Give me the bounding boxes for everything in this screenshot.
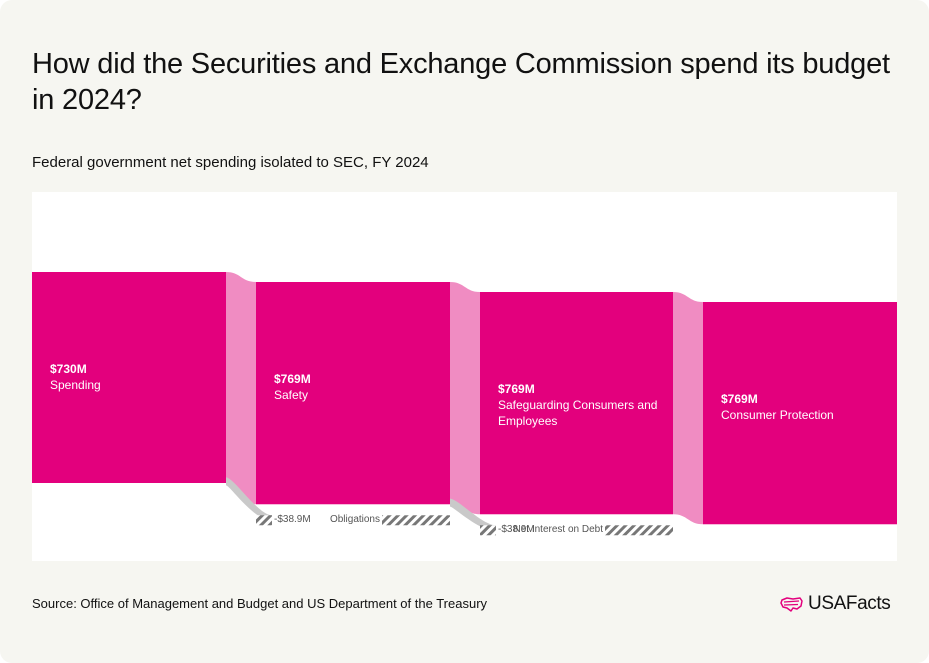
loss-link-1 <box>226 477 272 521</box>
node-name: Safety <box>274 388 309 402</box>
node-name: Safeguarding Consumers and Employees <box>498 398 658 428</box>
loss-marker-left-1 <box>256 515 272 526</box>
sankey-plot: -$38.9M Obligations -$38.9M Net Interest on… <box>32 192 897 561</box>
node-label: $769M Consumer Protection <box>721 391 885 423</box>
source-note: Source: Office of Management and Budget … <box>32 596 488 611</box>
loss-value-label: -$38.9M <box>274 514 311 526</box>
sankey-svg <box>32 272 897 536</box>
loss-value-label: -$38.9M <box>498 524 535 536</box>
sankey-node-consumer-protection <box>703 302 897 525</box>
sankey-link-2 <box>450 282 480 515</box>
sankey-link-3 <box>673 292 703 525</box>
loss-marker-left-2 <box>480 525 496 536</box>
loss-name-label: Net Interest on Debt <box>513 524 604 536</box>
us-flag-map-icon <box>780 597 803 612</box>
node-value: $730M <box>50 362 87 376</box>
sankey-node-safety <box>256 282 450 505</box>
node-name: Consumer Protection <box>721 408 834 422</box>
node-value: $769M <box>498 382 535 396</box>
loss-name-label: Obligations <box>329 514 380 526</box>
node-value: $769M <box>274 372 311 386</box>
node-label: $730M Spending <box>50 361 214 393</box>
sankey-node-safeguarding-consumers-and-employees <box>480 292 673 515</box>
loss-marker-right-1 <box>382 515 450 526</box>
loss-link-2 <box>450 498 496 531</box>
loss-marker-right-2 <box>605 525 673 536</box>
node-label: $769M Safety <box>274 371 438 403</box>
brand-name: USAFacts <box>808 593 891 614</box>
node-value: $769M <box>721 392 758 406</box>
sankey-node-spending <box>32 272 226 483</box>
sankey-link-1 <box>226 272 256 505</box>
node-name: Spending <box>50 378 101 392</box>
chart-title: How did the Securities and Exchange Comm… <box>32 48 890 116</box>
usafacts-logo: USAFacts <box>780 592 891 616</box>
node-label: $769M Safeguarding Consumers and Employee… <box>498 381 661 429</box>
chart-subtitle: Federal government net spending isolated… <box>32 154 429 171</box>
